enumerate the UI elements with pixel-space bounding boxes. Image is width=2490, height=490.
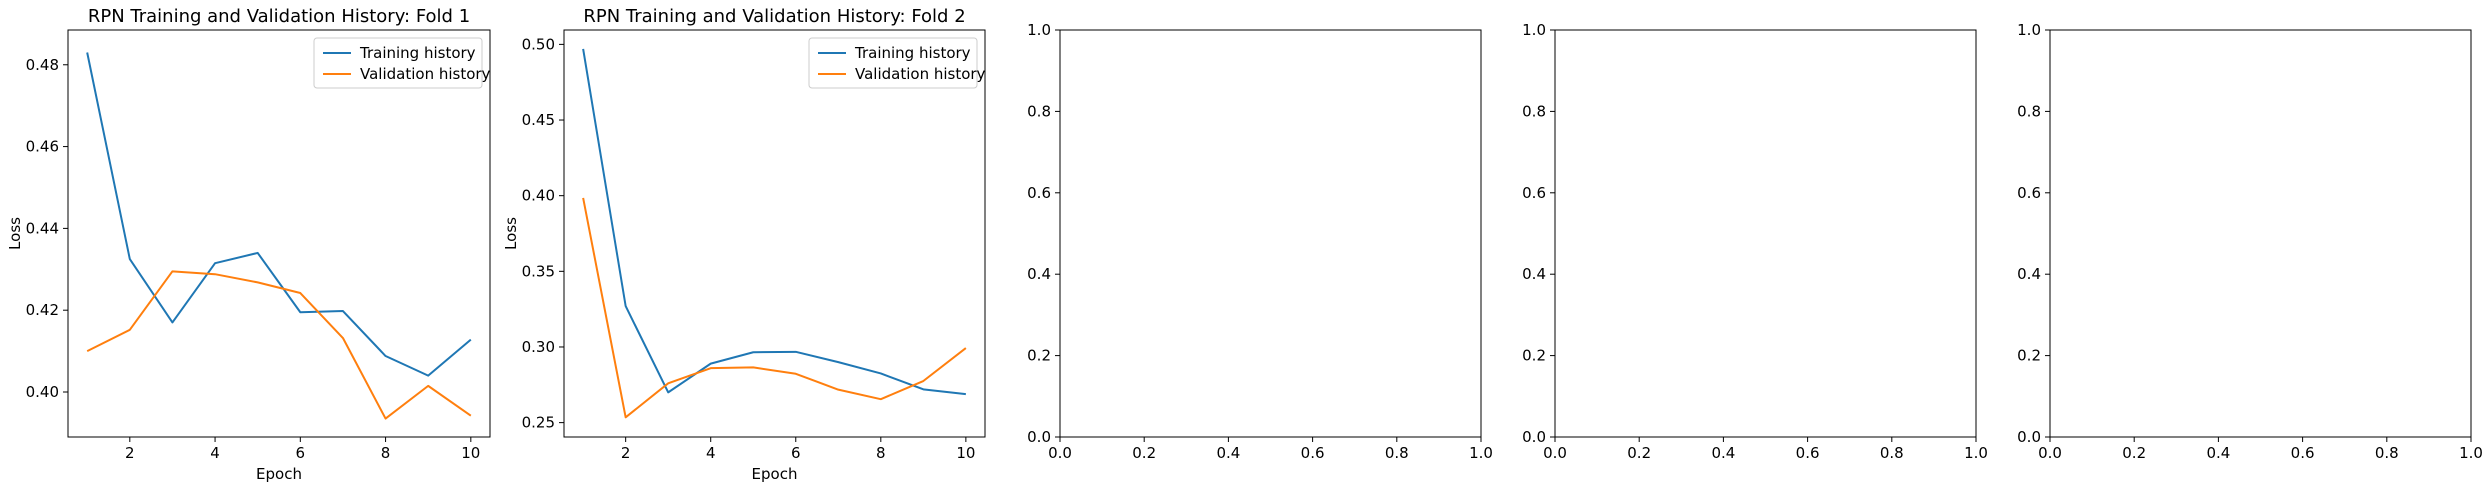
legend-label: Validation history bbox=[360, 65, 491, 83]
subplot-2: 2 4 6 8 10 0.25 0.30 0.35 0.40 0.45 0.50 RPN Traini… bbox=[502, 6, 986, 483]
x-tick-label: 1.0 bbox=[1469, 444, 1493, 462]
x-tick-label: 0.4 bbox=[1711, 444, 1735, 462]
subplot-4: 0.0 0.2 0.4 0.6 0.8 1.0 0.0 0.2 0.4 0.6 0.8 1.0 bbox=[1522, 21, 1988, 462]
x-tick-label: 0.0 bbox=[1048, 444, 1072, 462]
y-axis-label: Loss bbox=[6, 217, 24, 250]
x-tick-label: 0.8 bbox=[1385, 444, 1409, 462]
axes-frame bbox=[1554, 29, 1977, 438]
series-group bbox=[86, 52, 472, 420]
x-tick-label: 8 bbox=[876, 444, 886, 462]
y-tick-label: 1.0 bbox=[2017, 21, 2041, 39]
x-tick-label: 0.2 bbox=[1627, 444, 1651, 462]
x-tick-label: 0.2 bbox=[2122, 444, 2146, 462]
axes-frame bbox=[1059, 29, 1482, 438]
x-tick-label: 6 bbox=[296, 444, 306, 462]
x-tick-label: 8 bbox=[381, 444, 391, 462]
legend: Training history Validation history bbox=[808, 37, 986, 89]
y-tick-label: 0.2 bbox=[2017, 347, 2041, 365]
x-tick-label: 0.0 bbox=[2038, 444, 2062, 462]
y-tick-label: 0.0 bbox=[1027, 428, 1051, 446]
y-tick-label: 1.0 bbox=[1522, 21, 1546, 39]
y-tick-label: 0.4 bbox=[2017, 265, 2041, 283]
x-tick-label: 1.0 bbox=[1964, 444, 1988, 462]
x-tick-label: 10 bbox=[956, 444, 975, 462]
y-tick-label: 0.0 bbox=[1522, 428, 1546, 446]
legend: Training history Validation history bbox=[313, 37, 491, 89]
x-tick-label: 4 bbox=[210, 444, 220, 462]
y-tick-label: 0.4 bbox=[1027, 265, 1051, 283]
y-tick-label: 0.8 bbox=[1522, 102, 1546, 120]
y-tick-label: 0.50 bbox=[522, 35, 555, 53]
subplot-1: 2 4 6 8 10 0.40 0.42 0.44 0.46 0.48 RPN Training a… bbox=[6, 6, 491, 483]
x-tick-label: 0.4 bbox=[2206, 444, 2230, 462]
y-tick-label: 0.6 bbox=[1522, 184, 1546, 202]
y-tick-label: 0.6 bbox=[1027, 184, 1051, 202]
x-tick-label: 10 bbox=[461, 444, 480, 462]
y-tick-label: 0.4 bbox=[1522, 265, 1546, 283]
legend-label: Training history bbox=[854, 44, 971, 62]
x-axis-label: Epoch bbox=[752, 465, 798, 483]
chart-title: RPN Training and Validation History: Fol… bbox=[88, 6, 470, 27]
y-tick-label: 0.8 bbox=[2017, 102, 2041, 120]
y-tick-label: 0.48 bbox=[26, 56, 59, 74]
training-history-line bbox=[582, 48, 966, 396]
x-tick-label: 1.0 bbox=[2459, 444, 2483, 462]
x-tick-label: 0.8 bbox=[2375, 444, 2399, 462]
legend-label: Validation history bbox=[855, 65, 986, 83]
subplot-5: 0.0 0.2 0.4 0.6 0.8 1.0 0.0 0.2 0.4 0.6 0.8 1.0 bbox=[2017, 21, 2483, 462]
x-tick-label: 6 bbox=[791, 444, 801, 462]
x-tick-label: 2 bbox=[621, 444, 631, 462]
y-tick-label: 0.35 bbox=[522, 262, 555, 280]
x-tick-label: 4 bbox=[706, 444, 716, 462]
y-tick-label: 0.46 bbox=[26, 138, 59, 156]
y-tick-label: 0.42 bbox=[26, 301, 59, 319]
y-tick-label: 0.8 bbox=[1027, 102, 1051, 120]
y-tick-label: 0.45 bbox=[522, 111, 555, 129]
axes-frame bbox=[2049, 29, 2472, 438]
validation-history-line bbox=[582, 197, 967, 419]
x-tick-label: 0.6 bbox=[1301, 444, 1325, 462]
legend-box bbox=[313, 37, 483, 89]
legend-box bbox=[808, 37, 978, 89]
validation-history-line bbox=[86, 270, 472, 420]
legend-label: Training history bbox=[359, 44, 476, 62]
y-tick-label: 0.30 bbox=[522, 338, 555, 356]
x-tick-label: 2 bbox=[125, 444, 135, 462]
chart-title: RPN Training and Validation History: Fol… bbox=[583, 6, 965, 27]
x-tick-label: 0.4 bbox=[1216, 444, 1240, 462]
x-axis-label: Epoch bbox=[256, 465, 302, 483]
y-tick-label: 0.2 bbox=[1522, 347, 1546, 365]
y-tick-label: 0.44 bbox=[26, 219, 59, 237]
y-tick-label: 0.6 bbox=[2017, 184, 2041, 202]
y-tick-label: 0.40 bbox=[26, 383, 59, 401]
subplot-3: 0.0 0.2 0.4 0.6 0.8 1.0 0.0 0.2 0.4 0.6 0.8 1.0 bbox=[1027, 21, 1493, 462]
x-tick-label: 0.2 bbox=[1132, 444, 1156, 462]
y-tick-label: 0.25 bbox=[522, 414, 555, 432]
y-axis-label: Loss bbox=[502, 217, 520, 250]
y-tick-label: 0.0 bbox=[2017, 428, 2041, 446]
x-tick-label: 0.6 bbox=[2291, 444, 2315, 462]
axes-frame bbox=[67, 29, 491, 438]
y-tick-label: 1.0 bbox=[1027, 21, 1051, 39]
training-history-line bbox=[86, 52, 472, 377]
y-tick-label: 0.2 bbox=[1027, 347, 1051, 365]
axes-frame bbox=[563, 29, 986, 438]
series-group bbox=[582, 48, 967, 419]
x-tick-label: 0.0 bbox=[1543, 444, 1567, 462]
y-tick-label: 0.40 bbox=[522, 187, 555, 205]
x-tick-label: 0.6 bbox=[1796, 444, 1820, 462]
x-tick-label: 0.8 bbox=[1880, 444, 1904, 462]
